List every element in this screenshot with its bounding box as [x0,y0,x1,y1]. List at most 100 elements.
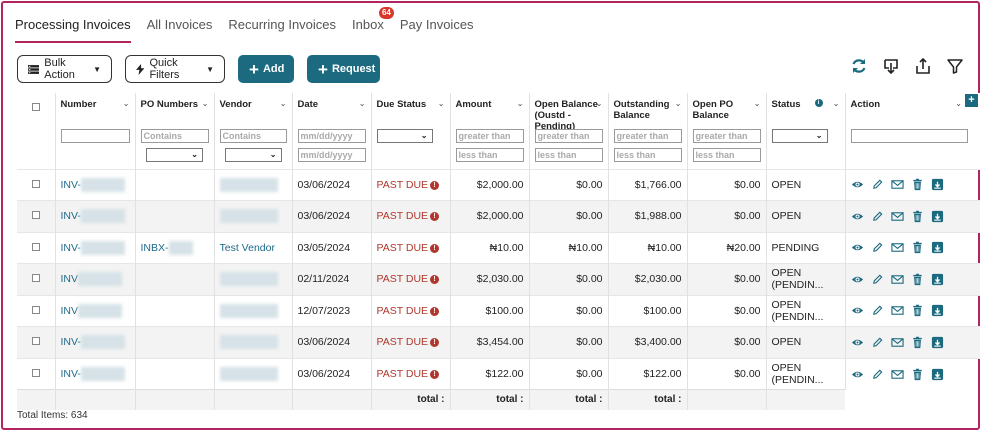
download-icon[interactable] [882,57,900,75]
header-open-balance[interactable]: Open Balance (Oustd - Pending) ⌄ greater… [529,93,609,169]
table-row[interactable]: INV 02/11/2024 PAST DUE! $2,030.00 $0.00… [17,263,980,295]
filter-icon[interactable] [946,57,964,75]
chevron-down-icon[interactable]: ⌄ [516,99,524,108]
view-icon[interactable] [851,178,864,191]
archive-icon[interactable] [931,210,944,223]
po-balance-min-input[interactable]: greater than [692,129,761,143]
due-status-filter-select[interactable]: ⌄ [376,129,433,143]
chevron-down-icon[interactable]: ⌄ [437,99,445,108]
quick-filters-button[interactable]: Quick Filters ▼ [125,55,225,83]
chevron-down-icon[interactable]: ⌄ [674,99,682,108]
chevron-down-icon[interactable]: ⌄ [753,99,761,108]
bulk-action-button[interactable]: Bulk Action ▼ [17,55,112,83]
header-number[interactable]: Number ⌄ [55,93,136,169]
trash-icon[interactable] [911,178,924,191]
email-icon[interactable] [890,304,904,317]
tab-inbox[interactable]: Inbox 64 [352,7,394,39]
view-icon[interactable] [851,368,864,381]
header-amount[interactable]: Amount ⌄ greater than less than [450,93,530,169]
chevron-down-icon[interactable]: ⌄ [358,99,366,108]
chevron-down-icon[interactable]: ⌄ [595,99,603,108]
trash-icon[interactable] [911,304,924,317]
header-outstanding-balance[interactable]: Outstanding Balance ⌄ greater than less … [608,93,688,169]
table-row[interactable]: INV- INBX- Test Vendor 03/05/2024 PAST D… [17,231,980,264]
outstanding-max-input[interactable]: less than [613,148,682,162]
view-icon[interactable] [851,304,864,317]
email-icon[interactable] [890,273,904,286]
chevron-down-icon[interactable]: ⌄ [279,99,287,108]
header-action[interactable]: Action ⌄ + [845,93,980,169]
vendor-link[interactable]: Test Vendor [219,241,275,254]
header-due-status[interactable]: Due Status ⌄ ⌄ [371,93,451,169]
upload-icon[interactable] [914,57,932,75]
archive-icon[interactable] [931,273,944,286]
email-icon[interactable] [890,241,904,254]
invoice-number-link[interactable]: INV [60,273,79,286]
header-vendor[interactable]: Vendor ⌄ Contains ⌄ [214,93,293,169]
refresh-icon[interactable] [850,57,868,75]
edit-icon[interactable] [871,178,884,191]
header-status[interactable]: Status i ⌄ ⌄ [766,93,846,169]
po-filter-input[interactable]: Contains [140,129,209,143]
outstanding-min-input[interactable]: greater than [613,129,682,143]
tab-recurring-invoices[interactable]: Recurring Invoices [228,17,337,32]
edit-icon[interactable] [871,336,884,349]
po-balance-max-input[interactable]: less than [692,148,761,162]
edit-icon[interactable] [871,273,884,286]
po-filter-select[interactable]: ⌄ [146,148,203,162]
table-row[interactable]: INV- 03/06/2024 PAST DUE! $3,454.00 $0.0… [17,326,980,358]
edit-icon[interactable] [871,304,884,317]
row-checkbox[interactable] [32,211,41,220]
archive-icon[interactable] [931,241,944,254]
trash-icon[interactable] [911,368,924,381]
select-all-checkbox[interactable] [31,103,40,111]
open-balance-min-input[interactable]: greater than [534,129,603,143]
vendor-filter-select[interactable]: ⌄ [224,148,282,162]
row-checkbox[interactable] [32,337,41,346]
invoice-number-link[interactable]: INV- [60,367,81,380]
archive-icon[interactable] [931,336,944,349]
date-from-input[interactable]: mm/dd/yyyy [297,129,366,143]
invoice-number-link[interactable]: INV- [60,178,81,191]
row-checkbox[interactable] [32,179,41,188]
view-icon[interactable] [851,336,864,349]
amount-min-input[interactable]: greater than [455,129,524,143]
header-date[interactable]: Date ⌄ mm/dd/yyyy mm/dd/yyyy [292,93,372,169]
chevron-down-icon[interactable]: ⌄ [832,99,840,108]
invoice-number-link[interactable]: INV [60,304,79,317]
email-icon[interactable] [890,210,904,223]
po-number-link[interactable]: INBX- [140,241,169,254]
add-button[interactable]: + Add [238,55,294,83]
chevron-down-icon[interactable]: ⌄ [955,99,962,108]
info-icon[interactable]: i [814,99,823,107]
email-icon[interactable] [890,336,904,349]
table-row[interactable]: INV 12/07/2023 PAST DUE! $100.00 $0.00 $… [17,294,980,327]
email-icon[interactable] [890,178,904,191]
header-open-po-balance[interactable]: Open PO Balance ⌄ greater than less than [687,93,767,169]
invoice-number-link[interactable]: INV- [60,241,81,254]
chevron-down-icon[interactable]: ⌄ [122,99,130,108]
header-po-numbers[interactable]: PO Numbers ⌄ Contains ⌄ [135,93,215,169]
trash-icon[interactable] [911,241,924,254]
request-button[interactable]: + Request [307,55,380,83]
tab-pay-invoices[interactable]: Pay Invoices [399,17,474,32]
row-checkbox[interactable] [32,242,41,251]
row-checkbox[interactable] [32,305,41,314]
trash-icon[interactable] [911,210,924,223]
amount-max-input[interactable]: less than [455,148,524,162]
vendor-filter-input[interactable]: Contains [219,129,287,143]
table-row[interactable]: INV- 03/06/2024 PAST DUE! $2,000.00 $0.0… [17,200,980,232]
view-icon[interactable] [851,210,864,223]
date-to-input[interactable]: mm/dd/yyyy [297,148,366,162]
trash-icon[interactable] [911,336,924,349]
number-filter-input[interactable] [60,129,130,143]
table-row[interactable]: INV- 03/06/2024 PAST DUE! $122.00 $0.00 … [17,357,980,390]
archive-icon[interactable] [931,178,944,191]
open-balance-max-input[interactable]: less than [534,148,603,162]
row-checkbox[interactable] [32,368,41,377]
status-filter-select[interactable]: ⌄ [771,129,828,143]
row-checkbox[interactable] [32,274,41,283]
action-filter-input[interactable] [850,129,968,143]
archive-icon[interactable] [931,368,944,381]
invoice-number-link[interactable]: INV- [60,336,81,349]
